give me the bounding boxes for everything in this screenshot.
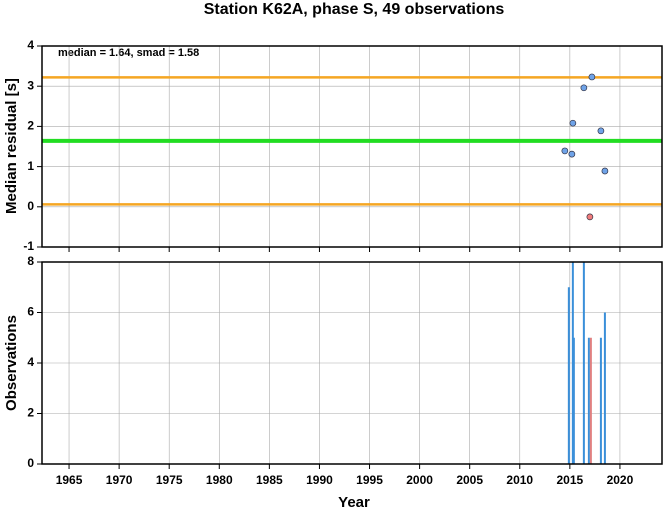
y-axis-label: Median residual [s]: [3, 78, 20, 214]
y-tick-label: 0: [27, 199, 34, 213]
x-tick-label: 2005: [456, 473, 483, 487]
x-axis-label: Year: [338, 494, 370, 511]
y-tick-label: 1: [27, 159, 34, 173]
point: [597, 127, 605, 135]
bar: [589, 337, 592, 464]
point: [588, 73, 596, 81]
chart-title: Station K62A, phase S, 49 observations: [204, 1, 505, 18]
point: [580, 84, 588, 92]
y-tick-label: 3: [27, 78, 34, 92]
point: [561, 147, 569, 155]
x-tick-label: 2000: [406, 473, 433, 487]
plot-frame: [41, 261, 663, 465]
x-tick-label: 1985: [256, 473, 283, 487]
bar: [571, 262, 574, 464]
y-tick-label: 6: [27, 305, 34, 319]
x-tick-label: 1970: [106, 473, 133, 487]
bar: [572, 337, 575, 464]
bar: [599, 337, 602, 464]
y-tick-label: 2: [27, 406, 34, 420]
y-tick-label: 2: [27, 119, 34, 133]
point: [569, 119, 577, 127]
point: [601, 167, 609, 175]
x-tick-label: 1965: [56, 473, 83, 487]
bar: [587, 337, 590, 464]
x-tick-label: 1995: [356, 473, 383, 487]
x-tick-label: 2020: [607, 473, 634, 487]
point: [586, 213, 594, 221]
y-tick-label: 4: [27, 355, 34, 369]
x-tick-label: 2015: [556, 473, 583, 487]
x-tick-label: 1990: [306, 473, 333, 487]
point: [568, 150, 576, 158]
y-tick-label: 8: [27, 254, 34, 268]
bar: [582, 262, 585, 464]
bar: [567, 287, 570, 464]
y-tick-label: 0: [27, 456, 34, 470]
y-axis-label: Observations: [3, 315, 20, 411]
x-tick-label: 1980: [206, 473, 233, 487]
y-tick-label: -1: [23, 239, 34, 253]
plot-frame: [41, 45, 663, 248]
y-tick-label: 4: [27, 38, 34, 52]
bar: [603, 312, 606, 464]
x-tick-label: 1975: [156, 473, 183, 487]
annotation: median = 1.64, smad = 1.58: [58, 47, 199, 59]
x-tick-label: 2010: [506, 473, 533, 487]
